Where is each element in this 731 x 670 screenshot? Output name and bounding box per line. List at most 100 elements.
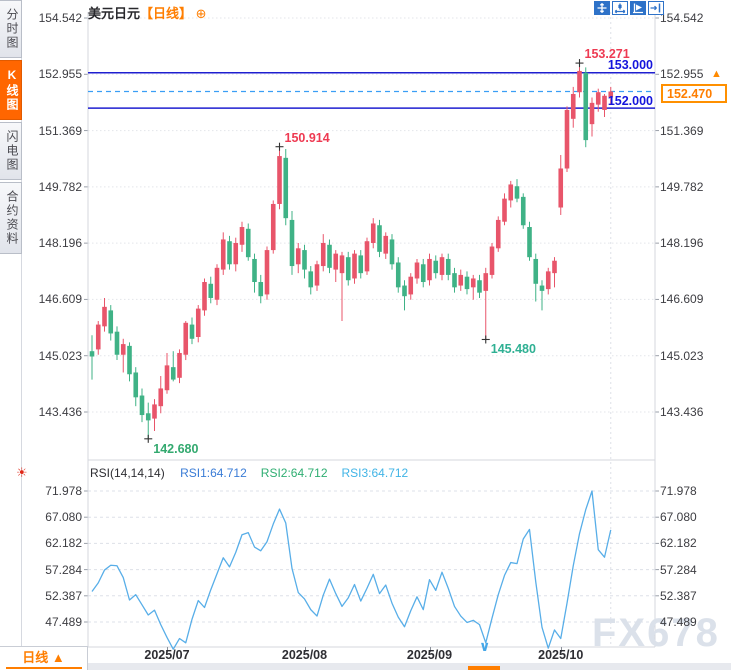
sidebar: 分时图 K线图 闪电图 合约资料 <box>0 0 22 670</box>
candle <box>577 70 582 93</box>
candle <box>208 283 214 298</box>
candle <box>608 91 614 98</box>
candle <box>358 255 364 274</box>
y-axis-label-rsi: 71.978 <box>660 484 697 498</box>
candle <box>395 262 401 288</box>
candle <box>114 331 120 355</box>
candle <box>195 308 201 338</box>
candle <box>333 253 339 270</box>
bottom-scrollbar-track[interactable] <box>88 663 731 670</box>
chevron-down-indicator: ∨ <box>479 638 491 654</box>
y-axis-label-main: 149.782 <box>660 179 704 194</box>
candle <box>389 239 395 265</box>
y-axis-label-main: 151.369 <box>660 123 704 138</box>
candle <box>414 262 420 279</box>
candle <box>439 257 445 275</box>
candle <box>233 242 239 265</box>
watermark: FX678 <box>592 611 720 655</box>
y-axis-label-rsi: 47.489 <box>660 614 697 629</box>
sidebar-tab-lightning[interactable]: 闪电图 <box>0 122 22 180</box>
candle <box>289 219 295 267</box>
rsi-values: RSI1:64.712 RSI2:64.712 RSI3:64.712 <box>180 466 422 480</box>
candle <box>489 246 495 275</box>
candle <box>445 258 451 275</box>
chart-style-icon[interactable] <box>630 1 646 15</box>
y-axis-label-main: 154.542 <box>38 11 82 25</box>
move-tool-icon[interactable] <box>594 1 610 15</box>
rsi-series-label: RSI2:64.712 <box>260 466 328 480</box>
sidebar-tab-kline[interactable]: K线图 <box>0 60 22 120</box>
alert-line-label: 153.000 <box>607 58 653 73</box>
axis-scale-icon[interactable] <box>612 1 628 15</box>
y-axis-label-rsi: 67.080 <box>660 510 697 525</box>
sidebar-tab-timeshare[interactable]: 分时图 <box>0 0 22 58</box>
price-annotation: 142.680 <box>153 441 199 456</box>
candle <box>239 227 245 245</box>
y-axis-label-main: 145.023 <box>38 348 82 363</box>
candle <box>133 372 139 398</box>
y-axis-label-rsi: 62.182 <box>660 536 697 551</box>
candle <box>220 239 226 270</box>
candle <box>408 276 414 295</box>
candle <box>102 306 107 327</box>
rsi-settings-icon[interactable]: ☀ <box>16 465 28 480</box>
alert-line-label: 152.000 <box>607 93 653 108</box>
goto-latest-icon[interactable] <box>648 1 664 15</box>
y-axis-label-main: 148.196 <box>38 236 82 251</box>
period-underline <box>6 667 82 669</box>
candle <box>139 395 145 416</box>
extreme-markers <box>144 59 584 443</box>
candle <box>158 388 164 407</box>
period-selector[interactable]: 日线 ▲ <box>0 646 88 670</box>
chart-toolbar <box>594 1 664 15</box>
x-axis-tick <box>304 647 306 652</box>
add-indicator-icon[interactable]: ⊕ <box>195 6 207 21</box>
candle <box>189 324 195 339</box>
candle <box>145 413 151 421</box>
y-axis-label-rsi: 67.080 <box>45 510 82 525</box>
candle <box>377 225 382 252</box>
candle <box>164 365 170 391</box>
candle <box>252 258 257 283</box>
sidebar-tab-contract-info[interactable]: 合约资料 <box>0 182 22 254</box>
scrollbar-thumb[interactable] <box>468 666 500 670</box>
y-axis-label-main: 143.436 <box>38 404 82 419</box>
candle <box>352 253 357 279</box>
x-axis-label: 2025/08 <box>281 648 328 662</box>
candle <box>308 271 314 288</box>
y-axis-label-main: 152.955 <box>660 67 704 82</box>
price-annotation: 150.914 <box>284 130 330 145</box>
candle <box>483 273 489 291</box>
candle <box>170 367 176 380</box>
rsi-line <box>91 490 612 650</box>
candle <box>595 92 601 105</box>
y-axis-label-main: 154.542 <box>660 11 704 25</box>
chart-title: 美元日元【日线】 ⊕ <box>88 3 207 22</box>
candle <box>264 250 270 295</box>
y-axis-label-main: 145.023 <box>660 348 704 363</box>
candle <box>583 72 589 141</box>
rsi-title: RSI(14,14,14) <box>90 466 165 480</box>
candle <box>320 242 326 267</box>
y-axis-label-main: 151.369 <box>38 123 82 138</box>
candle <box>345 257 351 281</box>
candle <box>495 219 501 249</box>
x-axis-tick <box>429 647 431 652</box>
candle <box>314 264 320 286</box>
candle <box>327 244 332 268</box>
current-price-box: 152.470 <box>661 84 727 103</box>
candle <box>302 250 307 270</box>
symbol-name: 美元日元 <box>88 6 141 21</box>
candle <box>570 93 576 119</box>
candle <box>283 157 289 219</box>
rsi-series-label: RSI1:64.712 <box>180 466 247 480</box>
candle <box>427 258 432 281</box>
candle <box>277 156 282 204</box>
rsi-chart-area[interactable] <box>88 462 655 647</box>
y-axis-label-main: 149.782 <box>38 179 82 194</box>
candle <box>552 260 557 274</box>
candle <box>527 227 532 258</box>
y-axis-label-rsi: 52.387 <box>45 588 82 603</box>
y-axis-label-main: 143.436 <box>660 404 704 419</box>
rsi-series-label: RSI3:64.712 <box>341 466 409 480</box>
